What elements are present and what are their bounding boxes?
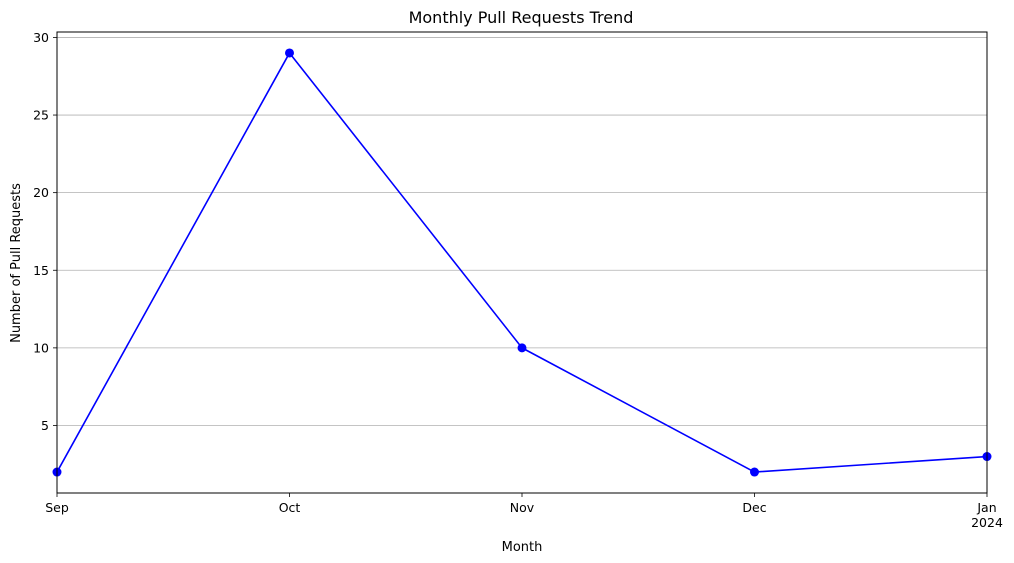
- data-point-marker: [750, 467, 759, 477]
- x-tick-label: Jan: [976, 500, 996, 515]
- y-tick-label: 5: [41, 418, 49, 433]
- y-tick-label: 10: [33, 340, 49, 355]
- x-tick-sublabel: 2024: [971, 515, 1003, 530]
- y-tick-label: 15: [33, 263, 49, 278]
- x-tick-label: Sep: [45, 500, 69, 515]
- y-tick-label: 30: [33, 30, 49, 45]
- y-axis-label: Number of Pull Requests: [9, 183, 24, 343]
- y-tick-label: 25: [33, 108, 49, 123]
- y-axis-ticks: 5 10 15 20 25 30: [33, 30, 57, 433]
- data-point-marker: [285, 48, 294, 58]
- chart-title: Monthly Pull Requests Trend: [409, 8, 634, 27]
- x-tick-label: Oct: [279, 500, 301, 515]
- x-axis-label: Month: [502, 540, 543, 555]
- x-tick-label: Nov: [510, 500, 535, 515]
- data-point-marker: [517, 343, 527, 353]
- x-tick-label: Dec: [742, 500, 766, 515]
- y-tick-label: 20: [33, 185, 49, 200]
